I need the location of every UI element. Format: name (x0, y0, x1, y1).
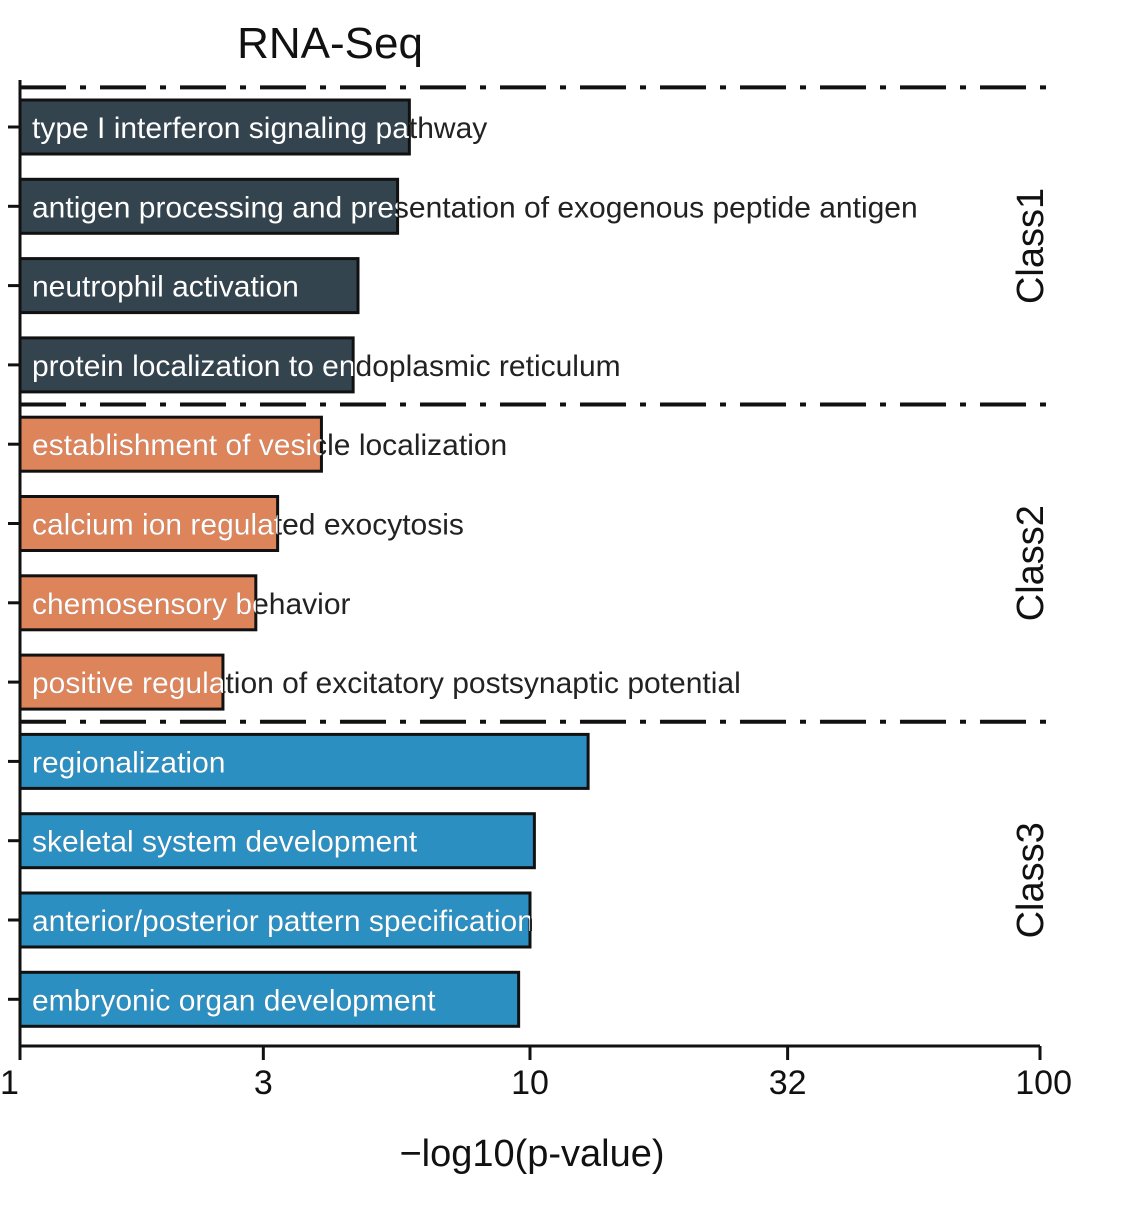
bar-row: calcium ion regulated exocytosiscalcium … (18, 495, 464, 552)
chart-title: RNA-Seq (237, 19, 423, 68)
bar-label: neutrophil activation (32, 271, 299, 304)
bar-label: positive regulation of excitatory postsy… (32, 667, 741, 700)
class-label: Class3 (1010, 822, 1052, 938)
class-separators (20, 85, 1060, 724)
bar-label-inner: type I interferon signaling pathway (32, 112, 487, 145)
bar (18, 732, 590, 790)
bar (18, 336, 355, 394)
bar-row: positive regulation of excitatory postsy… (18, 653, 741, 711)
bar-label: protein localization to endoplasmic reti… (32, 350, 621, 383)
bar-label: regionalization (32, 746, 225, 779)
bar-label: type I interferon signaling pathway (32, 112, 487, 145)
class-label: Class1 (1010, 188, 1052, 304)
bar-label-inner: neutrophil activation (32, 271, 299, 304)
bar (18, 891, 532, 949)
bar-label: anterior/posterior pattern specification (32, 905, 534, 938)
bar-label-inner: establishment of vesicle localization (32, 429, 507, 462)
x-tick-label: 100 (1015, 1064, 1072, 1102)
bar-label-inner: skeletal system development (32, 826, 418, 859)
bar-label-inner: regionalization (32, 746, 225, 779)
bar-row: protein localization to endoplasmic reti… (18, 336, 621, 394)
class-label: Class2 (1010, 505, 1052, 621)
bar-label-inner: protein localization to endoplasmic reti… (32, 350, 621, 383)
bar-label-inner: embryonic organ development (32, 984, 436, 1017)
bar-label-inner: anterior/posterior pattern specification (32, 905, 534, 938)
bar-label: calcium ion regulated exocytosis (32, 509, 464, 542)
bar-label-inner: chemosensory behavior (32, 588, 351, 621)
class-labels: Class1 Class2 Class3 (1010, 188, 1052, 939)
bar (18, 653, 225, 711)
x-ticks: 1 3 10 32 100 (0, 1046, 1072, 1102)
bar-label-inner: antigen processing and presentation of e… (32, 191, 918, 224)
x-tick-label: 10 (511, 1064, 549, 1102)
bar-label: establishment of vesicle localization (32, 429, 507, 462)
bar-label-inner: calcium ion regulated exocytosis (32, 509, 464, 542)
x-tick-label: 3 (254, 1064, 273, 1102)
bar (18, 812, 536, 870)
bar-label: skeletal system development (32, 826, 418, 859)
bar (18, 970, 521, 1028)
bar (18, 415, 323, 473)
bar (18, 98, 411, 156)
bars: type I interferon signaling pathwaytype … (8, 98, 918, 1028)
bar-row: anterior/posterior pattern specification… (18, 891, 534, 949)
bar-label: antigen processing and presentation of e… (32, 191, 918, 224)
x-axis-label: −log10(p-value) (399, 1133, 664, 1175)
bar-label-inner: positive regulation of excitatory postsy… (32, 667, 741, 700)
x-tick-label: 1 (0, 1064, 19, 1102)
bar (18, 495, 280, 552)
bar-row: type I interferon signaling pathwaytype … (18, 98, 487, 156)
bar-label: chemosensory behavior (32, 588, 351, 621)
bar-row: antigen processing and presentation of e… (18, 177, 918, 235)
x-tick-label: 32 (769, 1064, 807, 1102)
bar-label: embryonic organ development (32, 984, 436, 1017)
bar-row: establishment of vesicle localizationest… (18, 415, 507, 473)
